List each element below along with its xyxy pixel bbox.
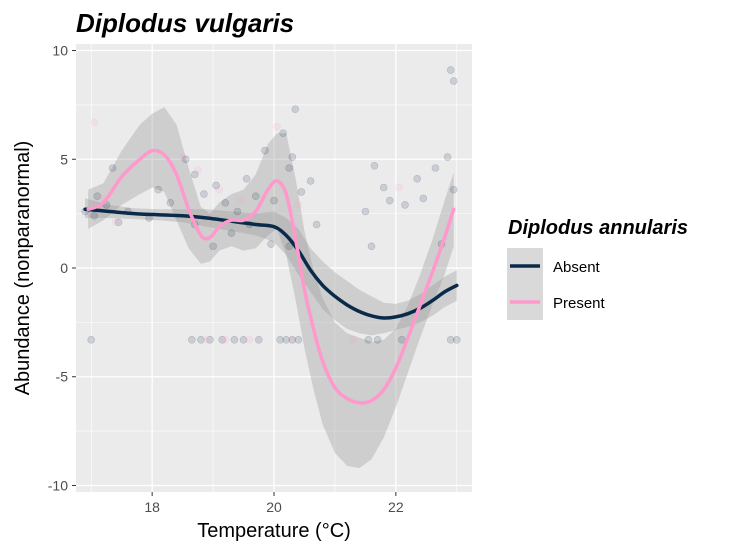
point-absent: [291, 105, 300, 113]
point-absent: [181, 155, 190, 164]
point-absent: [285, 242, 294, 251]
y-tick-label: 0: [60, 260, 68, 276]
point-absent: [413, 175, 422, 183]
x-axis-title: Temperature (°C): [197, 520, 351, 542]
point-absent: [288, 335, 297, 344]
point-absent: [87, 335, 95, 344]
ribbon-absent: [85, 198, 457, 336]
point-absent: [218, 335, 226, 344]
point-absent: [93, 192, 102, 200]
y-tick-label: -5: [56, 369, 69, 385]
point-absent: [446, 66, 455, 74]
point-absent: [364, 335, 373, 344]
y-axis-title: Abundance (nonparanormal): [12, 141, 34, 396]
point-absent: [154, 185, 162, 194]
legend-title: Diplodus annularis: [508, 217, 688, 239]
point-absent: [212, 181, 220, 190]
point-absent: [209, 242, 217, 251]
x-tick-label: 20: [266, 499, 282, 515]
point-absent: [242, 175, 251, 183]
point-absent: [221, 199, 230, 207]
point-absent: [379, 183, 388, 192]
chart-title: Diplodus vulgaris: [76, 8, 294, 38]
point-absent: [276, 335, 284, 344]
y-tick-label: -10: [48, 477, 68, 493]
point-absent: [282, 335, 291, 344]
point-absent: [297, 188, 306, 196]
point-absent: [90, 212, 99, 220]
point-absent: [261, 146, 269, 155]
point-present: [221, 335, 230, 344]
point-absent: [239, 335, 248, 344]
point-absent: [166, 199, 175, 207]
point-absent: [114, 218, 123, 227]
point-absent: [197, 335, 205, 344]
point-absent: [401, 201, 409, 209]
point-present: [178, 153, 187, 161]
point-present: [194, 166, 202, 174]
point-present: [395, 183, 403, 192]
point-absent: [251, 192, 260, 200]
point-absent: [270, 196, 278, 205]
point-absent: [446, 335, 455, 344]
confidence-ribbons: [85, 107, 457, 469]
x-tick-label: 22: [388, 499, 404, 515]
point-absent: [367, 242, 376, 251]
legend-item-absent: Absent: [507, 248, 601, 284]
point-present: [203, 335, 211, 344]
point-absent: [312, 220, 321, 229]
point-present: [288, 335, 297, 344]
point-absent: [227, 229, 236, 237]
point-absent: [385, 196, 394, 205]
major-grid: [76, 44, 472, 492]
point-absent: [419, 194, 428, 203]
point-absent: [230, 335, 239, 344]
point-absent: [288, 153, 297, 161]
x-tick-label: 18: [144, 499, 160, 515]
point-absent: [200, 190, 208, 198]
line-absent: [83, 207, 459, 320]
point-absent: [108, 164, 117, 172]
point-absent: [285, 164, 294, 172]
point-present: [111, 218, 120, 227]
point-absent: [370, 162, 379, 170]
point-absent: [233, 207, 242, 216]
point-absent: [373, 335, 382, 344]
legend: Diplodus annularis Absent Present: [507, 217, 688, 320]
legend-label-present: Present: [553, 295, 606, 312]
point-present: [349, 335, 358, 344]
point-absent: [449, 185, 458, 194]
line-present: [86, 148, 456, 405]
point-present: [294, 201, 303, 209]
point-present: [273, 122, 281, 131]
point-present: [215, 185, 223, 194]
point-absent: [254, 335, 263, 344]
legend-item-present: Present: [507, 284, 606, 320]
ribbon-present: [88, 107, 454, 469]
point-absent: [279, 129, 287, 137]
smooth-lines: [83, 148, 459, 405]
point-absent: [267, 240, 275, 248]
x-axis: 18 20 22: [144, 492, 404, 515]
point-present: [90, 118, 99, 127]
y-axis: -10 -5 0 5 10: [48, 43, 76, 493]
point-absent: [188, 335, 196, 344]
point-absent: [443, 153, 452, 161]
point-absent: [449, 77, 458, 85]
point-absent: [306, 177, 315, 185]
point-absent: [294, 335, 303, 344]
y-tick-label: 10: [52, 43, 68, 59]
point-present: [245, 335, 254, 344]
point-absent: [206, 335, 214, 344]
point-absent: [452, 335, 461, 344]
y-tick-label: 5: [60, 151, 68, 167]
point-absent: [431, 164, 440, 172]
point-absent: [361, 207, 370, 216]
point-absent: [398, 335, 406, 344]
point-absent: [191, 170, 199, 179]
point-present: [236, 196, 245, 205]
legend-label-absent: Absent: [553, 259, 601, 276]
